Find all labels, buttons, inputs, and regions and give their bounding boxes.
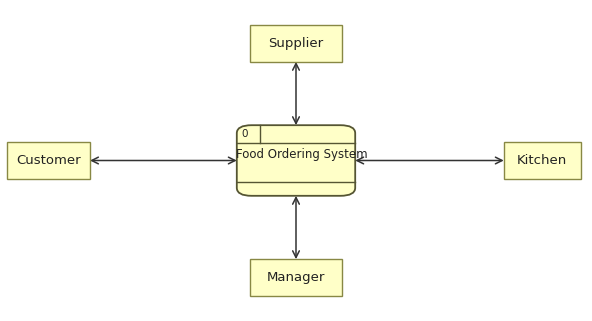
FancyBboxPatch shape xyxy=(237,125,355,196)
Text: Food Ordering System: Food Ordering System xyxy=(236,148,368,161)
Text: Manager: Manager xyxy=(267,271,325,284)
FancyBboxPatch shape xyxy=(504,142,581,179)
FancyBboxPatch shape xyxy=(250,25,342,62)
Text: 0: 0 xyxy=(242,129,248,139)
Text: Kitchen: Kitchen xyxy=(517,154,567,167)
Text: Customer: Customer xyxy=(16,154,81,167)
FancyBboxPatch shape xyxy=(250,259,342,296)
FancyBboxPatch shape xyxy=(7,142,90,179)
Text: Supplier: Supplier xyxy=(268,37,324,50)
